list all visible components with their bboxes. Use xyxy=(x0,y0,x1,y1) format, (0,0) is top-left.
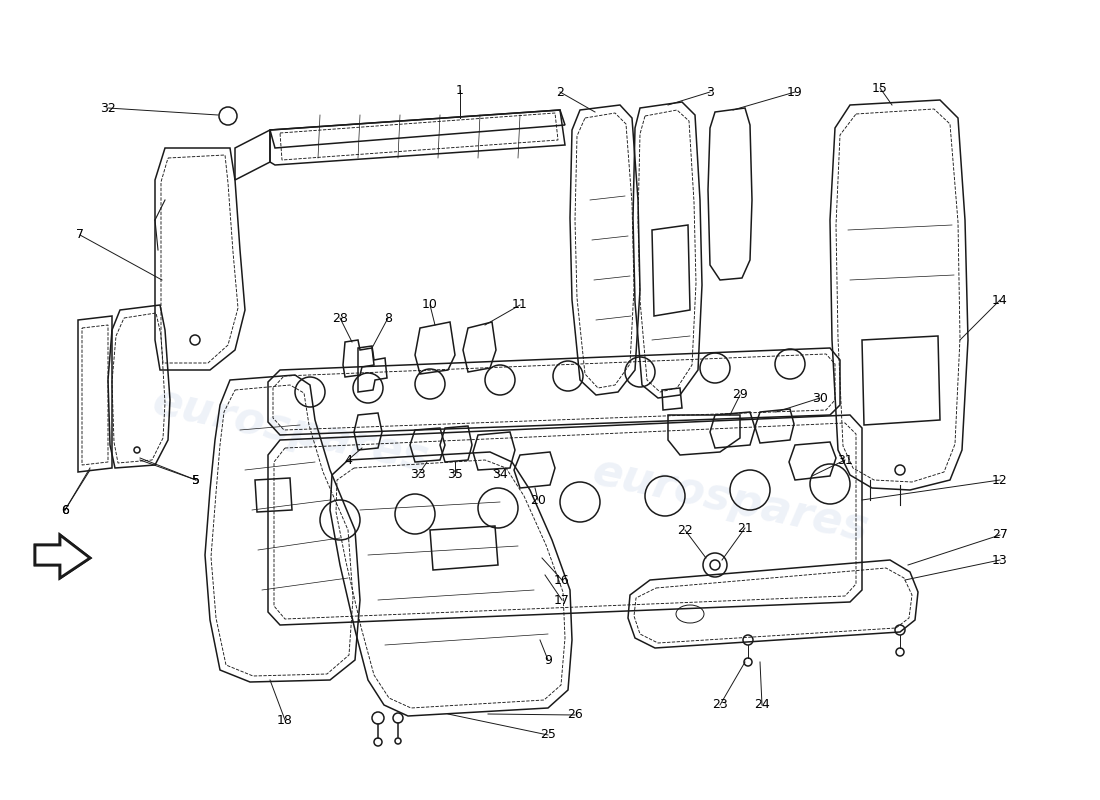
Text: 7: 7 xyxy=(76,229,84,242)
Text: 21: 21 xyxy=(737,522,752,534)
Text: 5: 5 xyxy=(192,474,200,486)
Text: 31: 31 xyxy=(837,454,852,466)
Text: 18: 18 xyxy=(277,714,293,726)
Text: 10: 10 xyxy=(422,298,438,311)
Text: 20: 20 xyxy=(530,494,546,506)
Text: 19: 19 xyxy=(788,86,803,98)
Text: 4: 4 xyxy=(344,454,352,466)
Text: 27: 27 xyxy=(992,529,1008,542)
Text: 33: 33 xyxy=(410,469,426,482)
Text: 24: 24 xyxy=(755,698,770,711)
Text: 6: 6 xyxy=(62,503,69,517)
Text: 16: 16 xyxy=(554,574,570,586)
Text: eurospares: eurospares xyxy=(147,380,432,480)
Polygon shape xyxy=(35,535,90,578)
Text: 12: 12 xyxy=(992,474,1008,486)
Text: 9: 9 xyxy=(544,654,552,666)
Text: 28: 28 xyxy=(332,311,348,325)
Text: 8: 8 xyxy=(384,311,392,325)
Text: 26: 26 xyxy=(568,709,583,722)
Text: 32: 32 xyxy=(100,102,116,114)
Text: 29: 29 xyxy=(733,389,748,402)
Text: 23: 23 xyxy=(712,698,728,711)
Text: 35: 35 xyxy=(447,469,463,482)
Text: 30: 30 xyxy=(812,391,828,405)
Text: eurospares: eurospares xyxy=(587,450,872,550)
Text: 14: 14 xyxy=(992,294,1008,306)
Text: 17: 17 xyxy=(554,594,570,606)
Text: 3: 3 xyxy=(706,86,714,98)
Text: 1: 1 xyxy=(456,83,464,97)
Text: 15: 15 xyxy=(872,82,888,94)
Text: 5: 5 xyxy=(192,474,200,486)
Text: 11: 11 xyxy=(513,298,528,311)
Text: 2: 2 xyxy=(557,86,564,98)
Text: 34: 34 xyxy=(492,469,508,482)
Text: 22: 22 xyxy=(678,523,693,537)
Text: 6: 6 xyxy=(62,503,69,517)
Text: 25: 25 xyxy=(540,729,556,742)
Text: 13: 13 xyxy=(992,554,1008,566)
